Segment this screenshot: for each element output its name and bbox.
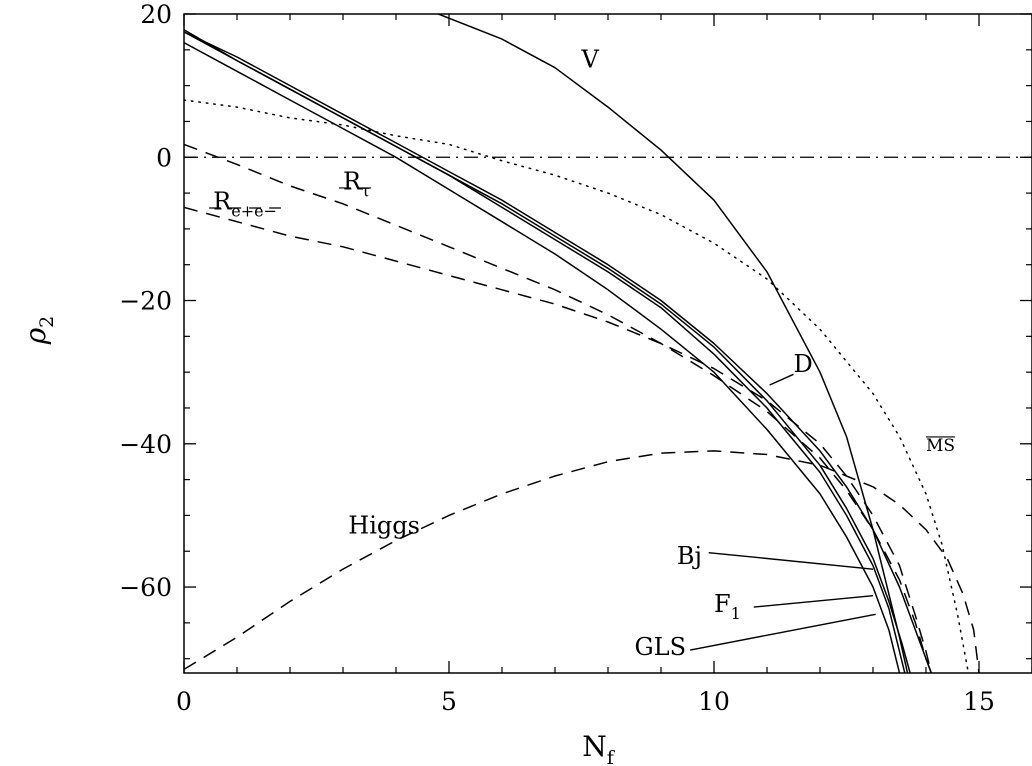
x-tick-label: 0 (176, 687, 192, 716)
x-tick-label: 5 (441, 687, 457, 716)
series-line-gls (184, 42, 901, 673)
series-line-f1 (184, 29, 906, 673)
curve-label-d: D (794, 350, 813, 378)
curve-label-f1: F1 (714, 590, 741, 623)
x-tick-label: 10 (698, 687, 730, 716)
curve-label-higgs: Higgs (348, 511, 420, 539)
series-line-higgs (184, 450, 980, 673)
series-line-v (438, 14, 909, 673)
plot-area (184, 14, 1032, 673)
x-axis-label-main: N (582, 730, 607, 763)
leader-line-d (769, 373, 794, 386)
curve-label-gls: GLS (635, 633, 687, 661)
y-axis-label-main: ρ (19, 327, 52, 345)
leader-line-bj (708, 551, 874, 570)
x-axis-label: Nf (582, 730, 616, 766)
x-tick-label: 15 (963, 687, 995, 716)
y-tick-label: −60 (119, 573, 172, 602)
tick-labels: 0 5 10 15 20 0 −20 −40 −60 (119, 0, 995, 716)
leader-line-gls (690, 613, 876, 651)
axis-ticks (183, 13, 1032, 673)
series-lines (184, 14, 1032, 673)
curve-label-ree: Re+e− (213, 188, 277, 221)
y-axis-label: ρ2 (19, 316, 58, 346)
leader-line-f1 (753, 594, 874, 608)
x-axis-label-sub: f (607, 747, 616, 766)
y-tick-label: −20 (119, 287, 172, 316)
y-tick-label: 0 (156, 143, 172, 172)
series-line-d (184, 31, 933, 673)
y-tick-label: 20 (140, 0, 172, 29)
curve-label-ms: MS (926, 436, 955, 456)
series-line-ms (184, 99, 970, 673)
y-axis-label-sub: 2 (36, 316, 58, 328)
y-tick-label: −40 (119, 430, 172, 459)
curve-label-bj: Bj (677, 542, 702, 570)
series-line-re-e- (184, 206, 933, 673)
curve-label-v: V (581, 46, 600, 74)
